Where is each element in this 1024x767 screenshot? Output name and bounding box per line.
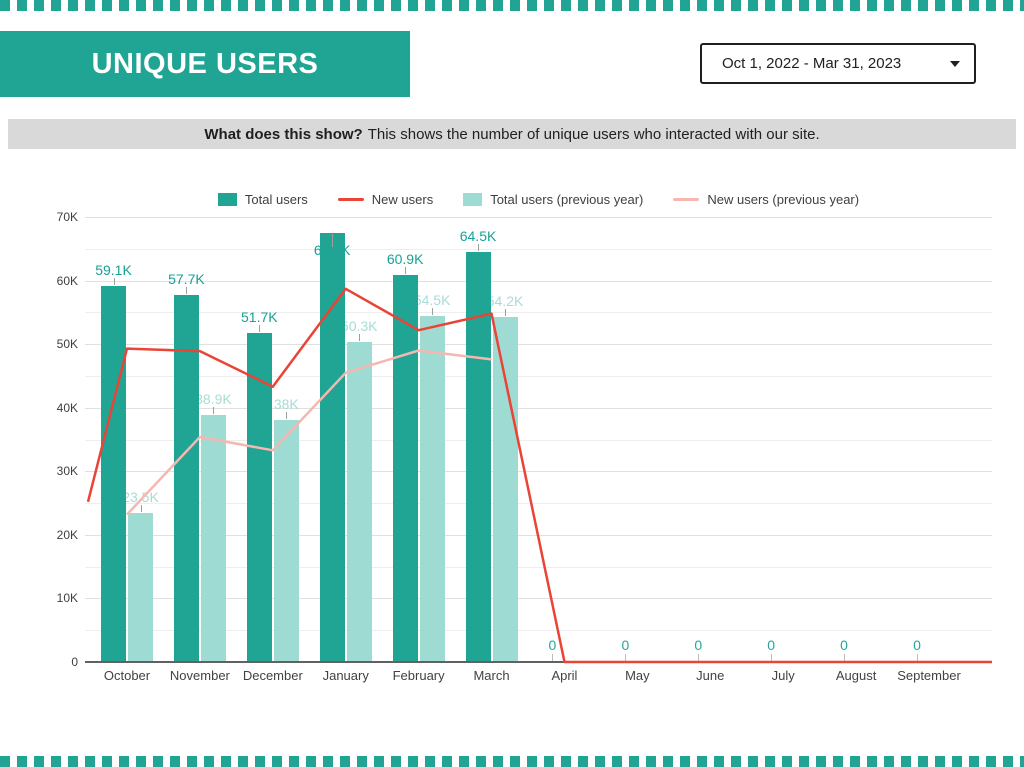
bar-data-label: 54.2K bbox=[486, 293, 524, 310]
y-axis-label: 60K bbox=[56, 273, 78, 288]
y-axis-label: 10K bbox=[56, 591, 78, 606]
gridline bbox=[85, 407, 992, 409]
legend-label: New users bbox=[371, 192, 434, 207]
bar-label-leader-line bbox=[432, 307, 434, 315]
bar-total-users bbox=[173, 295, 199, 662]
page-title: UNIQUE USERS bbox=[91, 47, 319, 80]
bar-total-users bbox=[465, 251, 491, 662]
gridline bbox=[85, 344, 992, 346]
bar-total-users bbox=[319, 232, 345, 662]
x-axis-label: February bbox=[392, 668, 445, 683]
bar-total-users-previous-year bbox=[492, 317, 518, 662]
bar-label-leader-line bbox=[140, 504, 142, 512]
bar-data-label: 57.7K bbox=[168, 271, 205, 288]
bar-total-users bbox=[392, 274, 418, 662]
legend-item: New users (previous year) bbox=[673, 192, 859, 207]
x-axis-label: December bbox=[242, 668, 303, 683]
bar-label-leader-line bbox=[332, 233, 334, 247]
bar-data-label-zero: 0 bbox=[621, 637, 630, 653]
bar-total-users-previous-year bbox=[128, 512, 153, 662]
x-axis-label: October bbox=[103, 668, 151, 683]
y-axis-label: 50K bbox=[56, 337, 78, 352]
bar-data-label-zero: 0 bbox=[767, 637, 776, 653]
legend-swatch-line-icon bbox=[337, 198, 364, 201]
legend-swatch-line-icon bbox=[673, 198, 700, 201]
y-axis-label: 30K bbox=[56, 464, 78, 479]
caption-bar: What does this show? This shows the numb… bbox=[8, 119, 1016, 149]
caption-lead: What does this show? bbox=[204, 125, 363, 143]
gridline bbox=[85, 280, 992, 282]
legend-label: New users (previous year) bbox=[707, 192, 860, 207]
bar-data-label: 23.5K bbox=[122, 488, 159, 505]
bar-total-users bbox=[246, 333, 272, 662]
bar-label-leader-line bbox=[286, 412, 288, 420]
x-axis-label: August bbox=[835, 668, 877, 683]
bar-label-leader-line bbox=[844, 654, 846, 661]
legend-swatch-bar-icon bbox=[463, 193, 483, 206]
legend-label: Total users (previous year) bbox=[490, 192, 644, 207]
x-axis-line bbox=[85, 661, 992, 663]
page-title-banner: UNIQUE USERS bbox=[0, 31, 410, 97]
x-axis-label: May bbox=[625, 668, 650, 683]
bar-label-leader-line bbox=[771, 654, 773, 661]
bar-label-leader-line bbox=[113, 278, 115, 286]
caption-text: This shows the number of unique users wh… bbox=[367, 125, 820, 143]
decorative-stripe-bottom bbox=[0, 756, 1024, 767]
bar-label-leader-line bbox=[505, 309, 507, 317]
bar-data-label: 38K bbox=[273, 396, 299, 413]
x-axis-label: November bbox=[169, 668, 230, 683]
bar-total-users-previous-year bbox=[419, 315, 445, 662]
x-axis-label: March bbox=[473, 668, 510, 683]
bar-label-leader-line bbox=[916, 654, 918, 661]
chevron-down-icon[interactable] bbox=[950, 60, 960, 67]
y-axis-label: 0 bbox=[71, 655, 78, 669]
gridline bbox=[85, 217, 992, 218]
x-axis-label: June bbox=[696, 668, 725, 683]
gridline bbox=[85, 312, 992, 314]
gridline bbox=[85, 375, 992, 377]
bar-data-label-zero: 0 bbox=[548, 637, 557, 653]
bar-data-label: 50.3K bbox=[340, 318, 378, 335]
chart-legend: Total users New users Total users (previou… bbox=[85, 192, 992, 207]
bar-total-users-previous-year bbox=[346, 342, 372, 662]
date-range-selector[interactable]: Oct 1, 2022 - Mar 31, 2023 bbox=[700, 43, 976, 84]
bar-data-label-zero: 0 bbox=[913, 637, 921, 653]
bar-label-leader-line bbox=[259, 325, 261, 333]
bar-data-label: 54.5K bbox=[413, 291, 451, 308]
y-axis-label: 40K bbox=[56, 400, 78, 415]
gridline bbox=[85, 248, 992, 250]
bar-data-label-zero: 0 bbox=[694, 637, 703, 653]
bar-label-leader-line bbox=[405, 266, 407, 274]
bar-label-leader-line bbox=[552, 654, 554, 661]
legend-swatch-bar-icon bbox=[217, 193, 237, 206]
bar-data-label: 60.9K bbox=[386, 250, 424, 267]
y-axis-label: 70K bbox=[56, 210, 78, 224]
legend-item: Total users bbox=[217, 192, 308, 207]
bar-data-label: 64.5K bbox=[459, 227, 497, 244]
x-axis-label: April bbox=[551, 668, 578, 683]
bar-data-label-zero: 0 bbox=[840, 637, 848, 653]
decorative-stripe-top bbox=[0, 0, 1024, 11]
x-axis-label: July bbox=[771, 668, 795, 683]
bar-total-users-previous-year bbox=[200, 414, 226, 662]
legend-item: New users bbox=[337, 192, 434, 207]
bar-label-leader-line bbox=[359, 334, 361, 342]
bar-label-leader-line bbox=[213, 406, 215, 414]
legend-item: Total users (previous year) bbox=[463, 192, 643, 207]
bar-label-leader-line bbox=[478, 243, 480, 251]
bar-label-leader-line bbox=[698, 654, 700, 661]
bar-total-users-previous-year bbox=[273, 420, 299, 662]
bar-total-users bbox=[101, 286, 126, 662]
bar-data-label: 59.1K bbox=[95, 262, 132, 279]
bar-data-label: 38.9K bbox=[195, 390, 232, 407]
date-range-value: Oct 1, 2022 - Mar 31, 2023 bbox=[722, 55, 902, 72]
bar-label-leader-line bbox=[186, 287, 188, 295]
bar-label-leader-line bbox=[625, 654, 627, 661]
legend-label: Total users bbox=[244, 192, 308, 207]
x-axis-label: January bbox=[322, 668, 369, 683]
x-axis-label: September bbox=[897, 668, 961, 683]
bar-data-label: 51.7K bbox=[241, 309, 278, 326]
y-axis-label: 20K bbox=[56, 527, 78, 542]
